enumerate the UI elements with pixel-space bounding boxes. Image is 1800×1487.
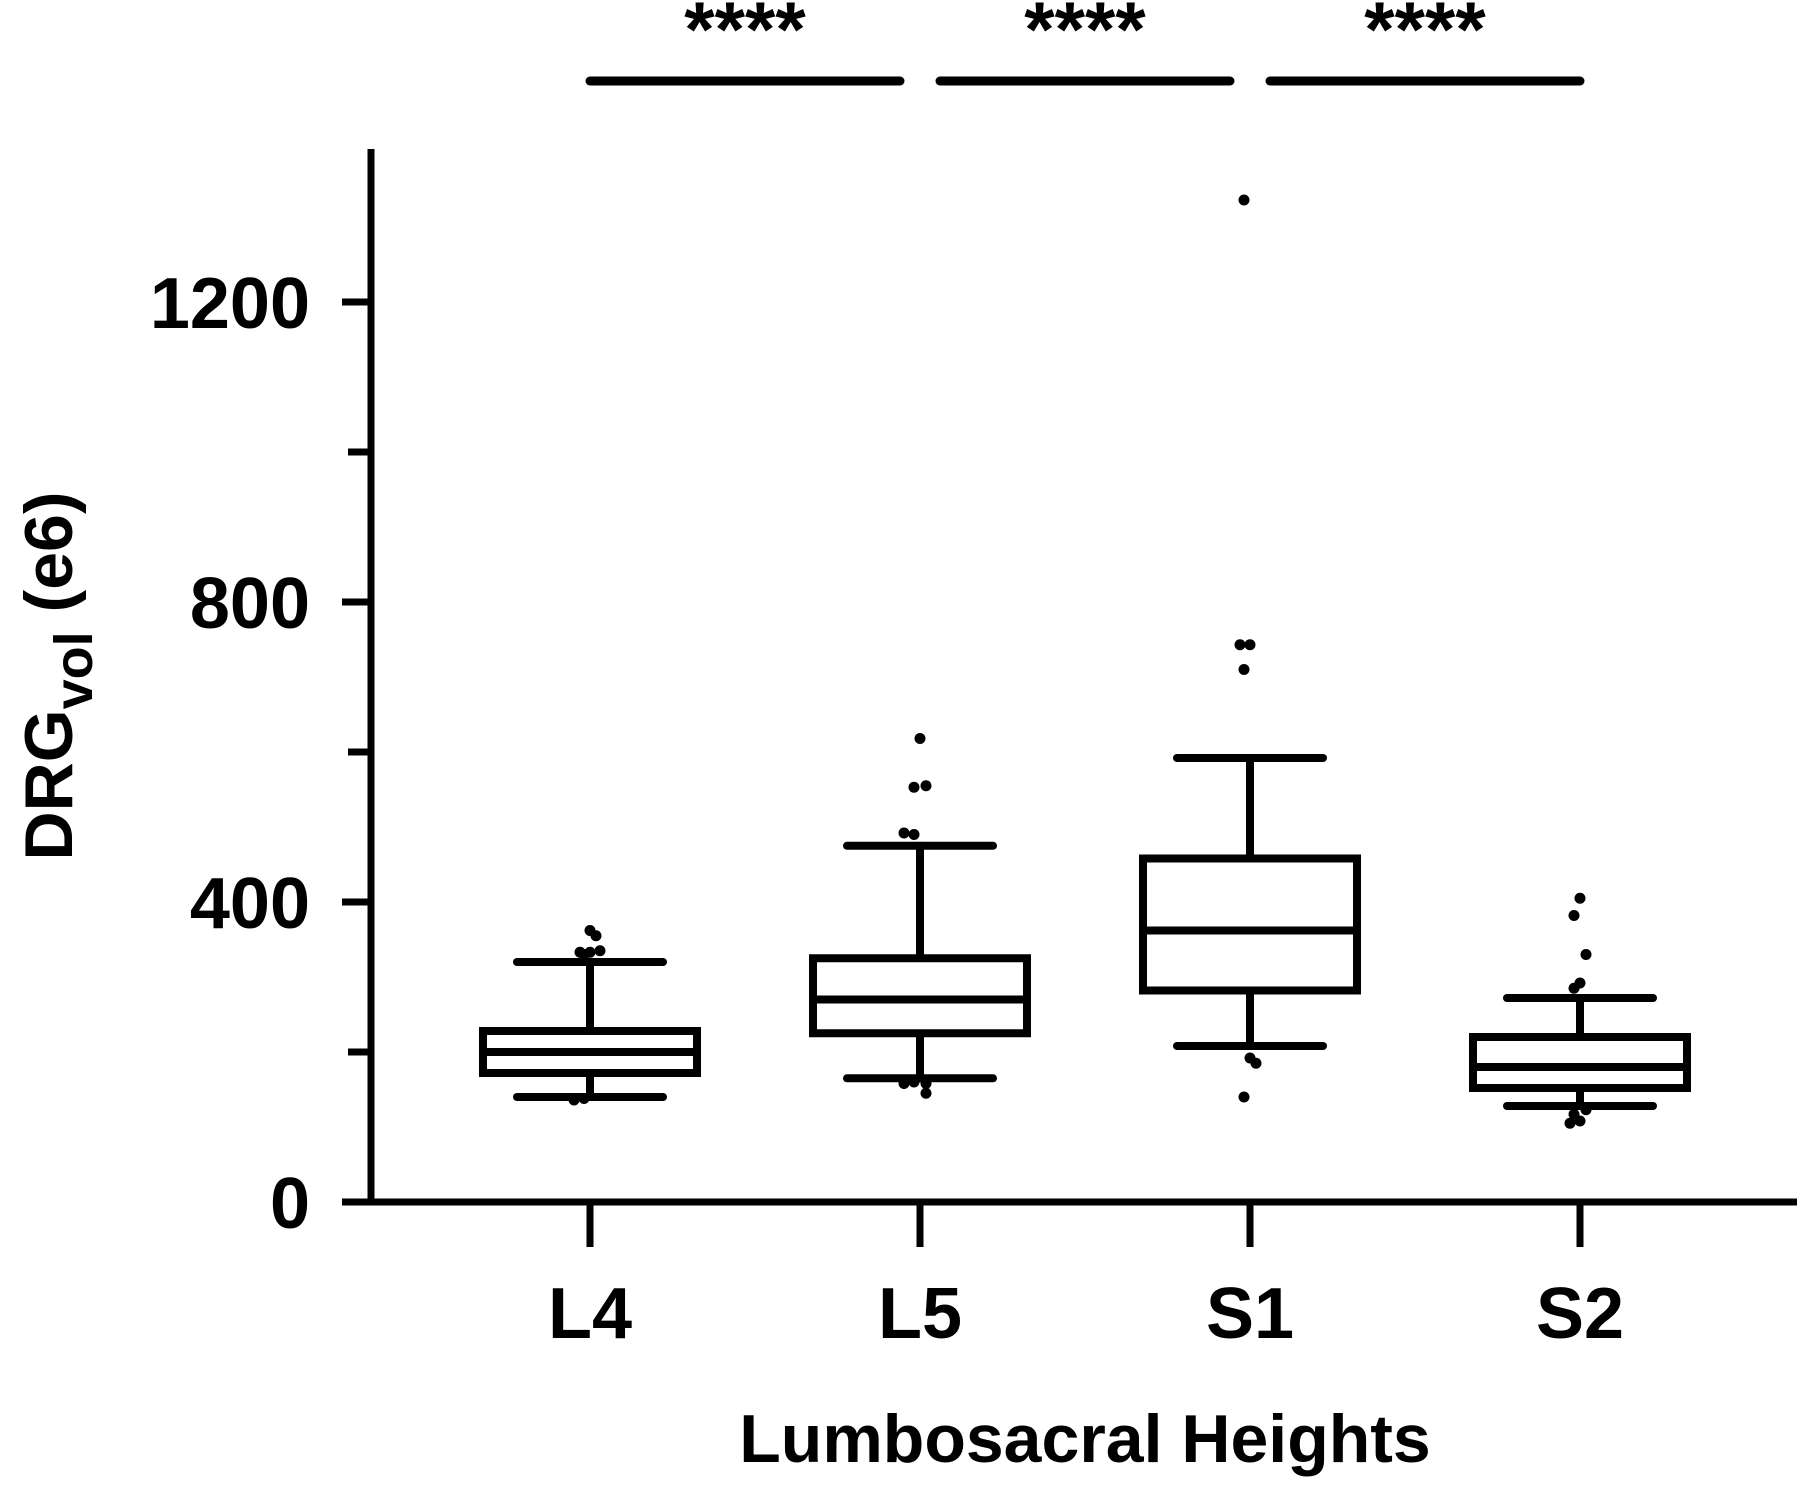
outlier-point [1238,1091,1250,1103]
outlier-point [590,930,602,942]
y-tick-label: 0 [270,1164,310,1244]
iqr-box [1139,854,1361,995]
y-tick-label: 400 [190,864,310,944]
significance-label: **** [684,0,806,73]
x-axis-label: Lumbosacral Heights [739,1401,1431,1477]
outlier-point [914,733,926,744]
x-tick-label: L4 [548,1274,632,1354]
box-l4 [479,925,701,1106]
x-tick-label: S2 [1536,1274,1624,1354]
outlier-point [1574,1115,1586,1127]
box-s1 [1139,194,1361,1103]
outlier-point [1574,977,1586,989]
significance-layer: **** **** **** [585,0,1585,86]
box-s2 [1469,892,1691,1129]
significance-bracket: **** [1265,0,1585,86]
box-l5 [809,733,1031,1099]
y-axis-label: DRGvol (e6) [11,492,104,861]
outlier-point [1564,1117,1576,1129]
outlier-point [578,1093,590,1104]
outlier-point [920,1087,932,1099]
outlier-point [920,1078,932,1089]
outlier-point [594,945,606,957]
outlier-point [1244,639,1256,651]
outlier-point [908,829,920,840]
y-axis-label-main: DRG [11,709,87,860]
y-tick-label: 1200 [150,264,310,344]
x-tick-label: S1 [1206,1274,1294,1354]
x-tick-label: L5 [878,1274,962,1354]
axes [367,149,1797,1206]
significance-bracket: **** [585,0,905,86]
iqr-box [1469,1033,1691,1092]
outlier-point [1568,910,1580,921]
boxes [479,194,1691,1129]
outlier-point [1580,949,1592,960]
y-axis-label-subscript: vol [44,631,104,709]
outlier-point [1580,1104,1592,1116]
significance-label: **** [1024,0,1146,73]
outlier-point [1234,639,1246,651]
significance-label: **** [1364,0,1486,73]
outlier-point [1250,1057,1262,1069]
x-ticks: L4 L5 S1 S2 [548,1202,1624,1354]
y-ticks: 0 400 800 1200 [150,264,371,1244]
y-tick-label: 800 [190,564,310,644]
outlier-point [568,1094,580,1106]
outlier-point [898,827,910,839]
y-axis-label-units: (e6) [11,492,87,632]
outlier-point [920,780,932,792]
outlier-point [1574,892,1586,904]
outlier-point [908,1076,920,1088]
significance-bracket: **** [935,0,1235,86]
outlier-point [908,781,920,793]
outlier-point [1238,664,1250,675]
outlier-point [574,946,586,958]
outlier-point [584,946,596,958]
outlier-point [1238,194,1250,206]
outlier-point [898,1078,910,1089]
